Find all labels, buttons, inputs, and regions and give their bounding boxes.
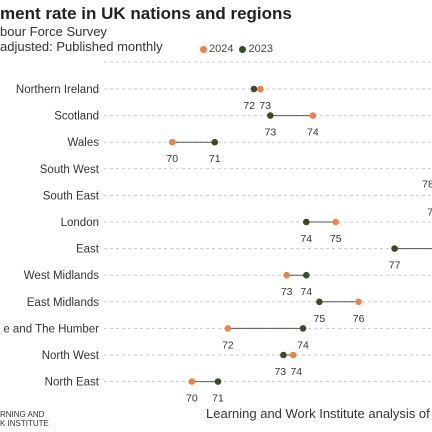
region-label: North East — [45, 377, 100, 389]
point-2023 — [211, 138, 219, 146]
region-label: North West — [42, 350, 100, 362]
point-2023 — [303, 271, 310, 279]
point-2023 — [316, 298, 323, 306]
region-label: South East — [43, 190, 100, 202]
value-label: 74 — [300, 233, 312, 245]
legend-2023-label: 2023 — [248, 43, 273, 55]
point-2023 — [214, 378, 222, 385]
legend-2023-marker — [239, 45, 247, 53]
region-label: London — [61, 217, 99, 229]
point-2023 — [250, 85, 258, 93]
point-2024 — [224, 325, 232, 332]
point-2023 — [299, 325, 307, 332]
region-label: Northern Ireland — [16, 84, 99, 96]
logo-line-2: K INSTITUTE — [0, 419, 49, 428]
chart-legend: 2024 2023 — [196, 43, 273, 55]
value-label: 78 — [427, 206, 432, 218]
point-2024 — [188, 378, 196, 385]
value-label: 75 — [314, 313, 326, 325]
value-label: 74 — [300, 286, 312, 298]
value-label: 71 — [209, 153, 221, 165]
institute-logo: RNING AND K INSTITUTE — [0, 410, 49, 428]
point-2024 — [332, 218, 340, 226]
point-2023 — [280, 351, 287, 359]
legend-2024-marker — [200, 45, 207, 53]
region-label: Scotland — [54, 111, 99, 123]
point-2024 — [257, 85, 264, 93]
region-label: e and The Humber — [3, 323, 99, 335]
value-label: 73 — [281, 286, 293, 298]
chart-title: ment rate in UK nations and regions — [0, 4, 292, 23]
point-2024 — [289, 351, 297, 359]
point-2023 — [267, 112, 274, 119]
region-label: West Midlands — [24, 270, 99, 282]
value-label: 75 — [330, 233, 342, 245]
region-label: East — [76, 244, 100, 256]
point-2023 — [303, 218, 310, 226]
legend-2024-label: 2024 — [209, 43, 234, 55]
value-label: 72 — [243, 100, 255, 112]
value-label: 70 — [166, 153, 178, 165]
value-label: 71 — [212, 393, 224, 405]
chart-subtitle-line-2: adjusted: Published monthly — [0, 39, 163, 54]
point-2023 — [391, 245, 398, 252]
source-note: Learning and Work Institute analysis of — [206, 406, 430, 421]
value-label: 74 — [307, 127, 319, 139]
point-2024 — [309, 112, 317, 119]
value-label: 77 — [389, 260, 401, 272]
value-label: 72 — [222, 339, 234, 351]
point-2024 — [168, 138, 176, 146]
logo-line-1: RNING AND — [0, 410, 45, 419]
value-label: 73 — [259, 100, 271, 112]
chart-subtitle-line-1: bour Force Survey — [0, 24, 107, 39]
point-2024 — [355, 298, 362, 306]
point-2024 — [283, 271, 290, 279]
value-label: 74 — [297, 339, 309, 351]
value-label: 73 — [274, 366, 286, 378]
value-label: 74 — [290, 366, 302, 378]
region-label: Wales — [67, 137, 99, 149]
value-label: 70 — [186, 393, 198, 405]
value-label: 73 — [264, 127, 276, 139]
region-label: South West — [40, 164, 100, 176]
value-label: 76 — [353, 313, 365, 325]
value-label: 78 — [422, 178, 432, 190]
region-label: East Midlands — [27, 297, 99, 309]
